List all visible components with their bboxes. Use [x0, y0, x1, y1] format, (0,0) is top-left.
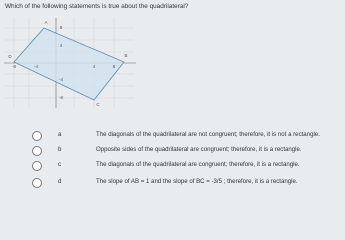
option[interactable]: d The slope of AB = 1 and the slope of BC…	[0, 176, 345, 190]
option[interactable]: c The diagonals of the quadrilateral are …	[0, 159, 345, 173]
radio-button[interactable]	[32, 161, 42, 171]
vertex-label: A	[44, 20, 47, 25]
option[interactable]: b Opposite sides of the quadrilateral are…	[0, 144, 345, 158]
option-letter: c	[58, 161, 62, 168]
vertex-label: B	[124, 53, 127, 58]
radio-button[interactable]	[32, 131, 42, 141]
option-text: The diagonals of the quadrilateral are c…	[96, 161, 300, 168]
vertex-label: D	[8, 54, 12, 59]
page: Which of the following statements is tru…	[0, 3, 345, 190]
option[interactable]: a The diagonals of the quadrilateral are …	[0, 129, 345, 143]
question: Which of the following statements is tru…	[5, 3, 189, 10]
option-text: Opposite sides of the quadrilateral are …	[96, 146, 302, 153]
x-tick-label: -8	[12, 64, 16, 69]
quadrilateral	[13, 27, 125, 101]
x-tick-label: 8	[113, 64, 116, 69]
radio-button[interactable]	[32, 178, 42, 188]
y-tick-label: 8	[60, 25, 63, 30]
option-text: The diagonals of the quadrilateral are n…	[96, 131, 320, 138]
figure: A B C D -8 -4 4 8 8 4 -4 -8	[4, 18, 136, 108]
option-letter: d	[58, 178, 62, 185]
y-tick-label: -8	[59, 95, 63, 100]
y-tick-label: 4	[60, 43, 63, 48]
x-tick-label: 4	[93, 64, 96, 69]
option-text: The slope of AB = 1 and the slope of BC …	[96, 178, 298, 185]
vertex-label: C	[96, 102, 100, 107]
radio-button[interactable]	[32, 146, 42, 156]
y-tick-label: -4	[59, 77, 63, 82]
option-letter: a	[58, 131, 62, 138]
option-letter: b	[58, 146, 62, 153]
x-tick-label: -4	[34, 64, 38, 69]
